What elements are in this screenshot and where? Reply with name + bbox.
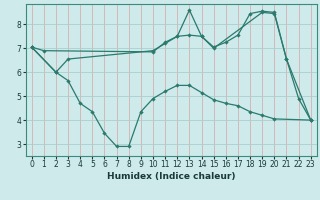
X-axis label: Humidex (Indice chaleur): Humidex (Indice chaleur): [107, 172, 236, 181]
